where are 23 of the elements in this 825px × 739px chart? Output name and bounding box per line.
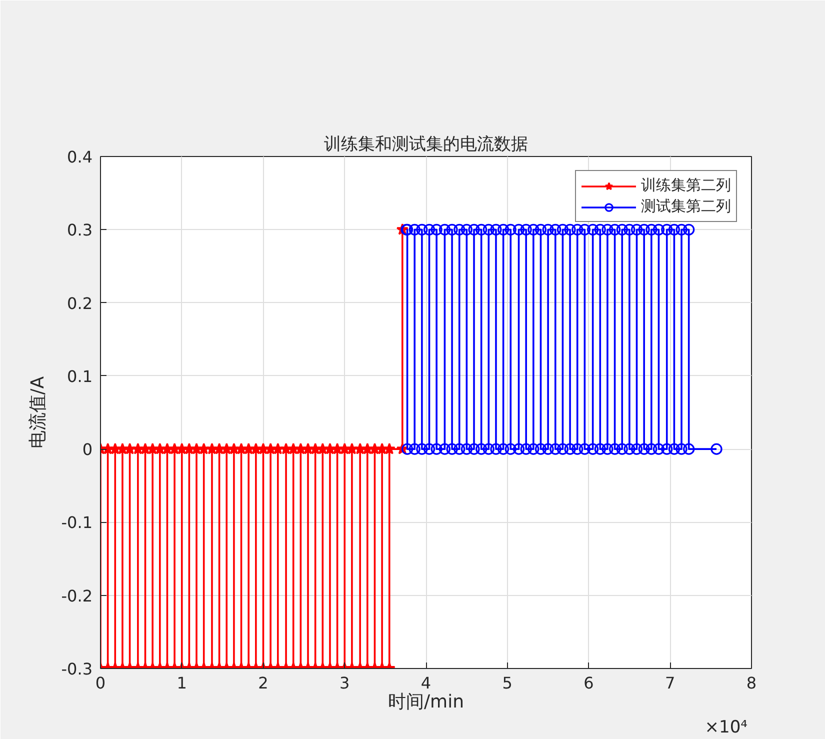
x-tick-label: 1: [176, 674, 187, 692]
legend-label: 测试集第二列: [641, 197, 731, 216]
y-tick-label: 0.4: [67, 148, 93, 166]
text: ×10⁴: [704, 718, 748, 738]
legend-label: 训练集第二列: [641, 176, 731, 195]
y-tick-label: 0.1: [67, 366, 93, 386]
chart-title: 训练集和测试集的电流数据: [324, 134, 528, 154]
y-tick-label: -0.3: [61, 660, 92, 678]
x-tick-label: 7: [665, 674, 676, 692]
x-tick-label: 5: [502, 674, 512, 692]
x-tick-label: 6: [584, 674, 594, 692]
x-tick-label: 2: [258, 674, 268, 692]
x-tick-label: 8: [746, 674, 757, 692]
x-tick-label: 0: [95, 674, 106, 692]
y-tick-label: -0.1: [61, 513, 92, 532]
x-axis-title: 时间/min: [388, 692, 464, 712]
y-axis-title: 电流值/A: [27, 376, 48, 449]
x-tick-label: 4: [420, 674, 432, 692]
y-tick-label: 0: [82, 440, 93, 460]
x-tick-label: 3: [340, 674, 350, 692]
y-tick-label: 0.2: [67, 294, 93, 313]
y-tick-label: 0.3: [67, 220, 93, 240]
y-tick-label: -0.2: [61, 586, 92, 606]
